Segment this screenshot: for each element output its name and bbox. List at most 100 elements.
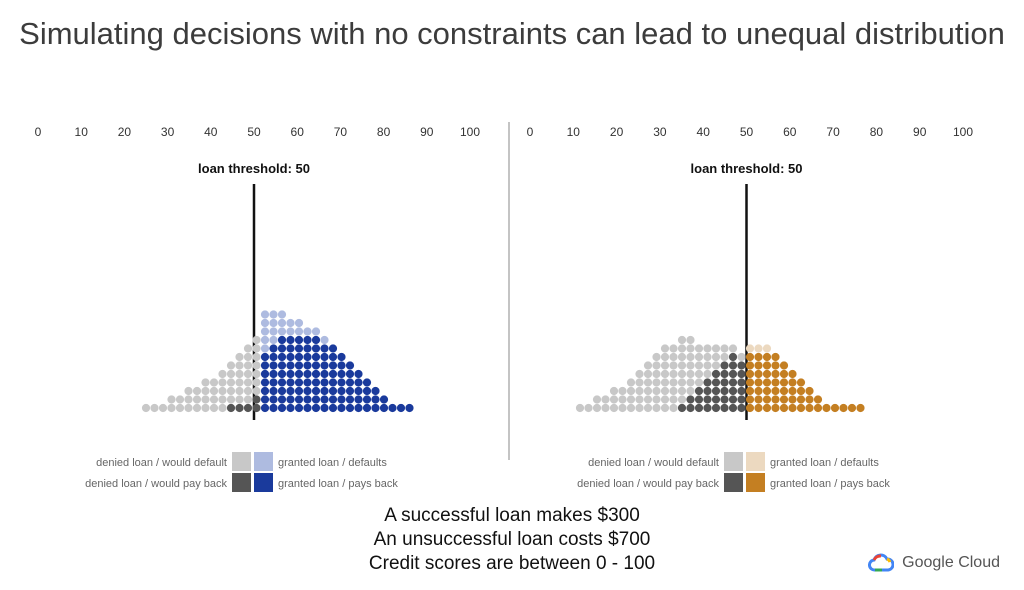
applicant-dot [226, 378, 236, 387]
applicant-dot [260, 327, 270, 336]
applicant-dot [703, 378, 712, 387]
applicant-dot [796, 403, 806, 413]
applicant-dot [269, 352, 278, 362]
applicant-dot [337, 352, 346, 362]
applicant-dot [737, 352, 746, 362]
applicant-dot [694, 403, 704, 413]
applicant-dot [277, 369, 287, 379]
footer-line-scores: Credit scores are between 0 - 100 [368, 553, 656, 574]
applicant-dot [643, 378, 653, 387]
applicant-dot [260, 335, 270, 345]
applicant-dot [294, 318, 304, 328]
axis-tick-label: 20 [610, 125, 624, 139]
applicant-dot [788, 378, 797, 387]
applicant-dot [294, 403, 304, 413]
applicant-dot [720, 403, 729, 413]
applicant-dot [209, 378, 219, 387]
applicant-dot [354, 403, 363, 413]
applicant-dot [677, 395, 687, 404]
applicant-dot [337, 378, 346, 387]
applicant-dot [728, 403, 738, 413]
applicant-dot [337, 369, 346, 379]
applicant-dot [303, 335, 312, 345]
applicant-dot [626, 386, 636, 396]
applicant-dot [856, 403, 865, 413]
legend-label-denied-payback: denied loan / would pay back [85, 478, 227, 490]
applicant-dot [235, 403, 244, 413]
applicant-dot [277, 310, 287, 319]
applicant-dot [277, 378, 287, 387]
applicant-dot [260, 386, 270, 396]
legend-label-denied-default: denied loan / would default [96, 457, 227, 469]
axis-tick-label: 50 [247, 125, 261, 139]
applicant-dot [260, 344, 270, 353]
applicant-dot [277, 403, 287, 413]
axis-tick-label: 30 [653, 125, 667, 139]
applicant-dot [822, 403, 831, 413]
applicant-dot [345, 378, 355, 387]
applicant-dot [141, 403, 151, 413]
applicant-dot [677, 335, 687, 345]
applicant-dot [694, 361, 704, 370]
applicant-dot [277, 318, 287, 328]
applicant-dot [311, 327, 321, 336]
applicant-dot [320, 335, 329, 345]
applicant-dot [286, 386, 295, 396]
applicant-dot [703, 395, 712, 404]
applicant-dot [745, 369, 755, 379]
applicant-dot [286, 344, 295, 353]
legend-swatch-granted-payback [254, 473, 273, 492]
applicant-dot [311, 395, 321, 404]
applicant-dot [226, 361, 236, 370]
applicant-dot [243, 344, 253, 353]
applicant-dot [796, 378, 806, 387]
applicant-dot [796, 395, 806, 404]
applicant-dot [762, 361, 772, 370]
threshold-label: loan threshold: 50 [198, 161, 310, 176]
applicant-dot [779, 378, 789, 387]
applicant-dot [328, 361, 338, 370]
applicant-dot [218, 369, 227, 379]
axis-tick-label: 0 [35, 125, 42, 139]
applicant-dot [686, 378, 695, 387]
applicant-dot [243, 403, 253, 413]
axis-tick-label: 80 [377, 125, 391, 139]
applicant-dot [618, 403, 627, 413]
legend-label-granted-payback: granted loan / pays back [278, 478, 398, 490]
applicant-dot [745, 386, 755, 396]
applicant-dot [677, 344, 687, 353]
applicant-dot [269, 344, 278, 353]
applicant-dot [243, 386, 253, 396]
applicant-dot [328, 386, 338, 396]
applicant-dot [737, 395, 746, 404]
applicant-dot [294, 344, 304, 353]
applicant-dot [762, 386, 772, 396]
applicant-dot [269, 310, 278, 319]
applicant-dot [269, 378, 278, 387]
applicant-dot [209, 403, 219, 413]
applicant-dot [839, 403, 848, 413]
applicant-dot [277, 386, 287, 396]
applicant-dot [720, 395, 729, 404]
applicant-dot [805, 403, 814, 413]
applicant-dot [345, 369, 355, 379]
applicant-dot [652, 352, 661, 362]
applicant-dot [609, 403, 619, 413]
applicant-dot [660, 395, 670, 404]
applicant-dot [669, 395, 678, 404]
applicant-dot [192, 403, 202, 413]
applicant-dot [677, 403, 687, 413]
applicant-dot [677, 352, 687, 362]
applicant-dot [652, 361, 661, 370]
applicant-dot [405, 403, 414, 413]
applicant-dot [337, 361, 346, 370]
applicant-dot [711, 361, 721, 370]
applicant-dot [788, 403, 797, 413]
applicant-dot [660, 361, 670, 370]
applicant-dot [252, 344, 261, 353]
applicant-dot [320, 361, 329, 370]
applicant-dot [584, 403, 593, 413]
applicant-dot [252, 395, 261, 404]
applicant-dot [201, 378, 210, 387]
legend-swatch-denied-payback [724, 473, 743, 492]
